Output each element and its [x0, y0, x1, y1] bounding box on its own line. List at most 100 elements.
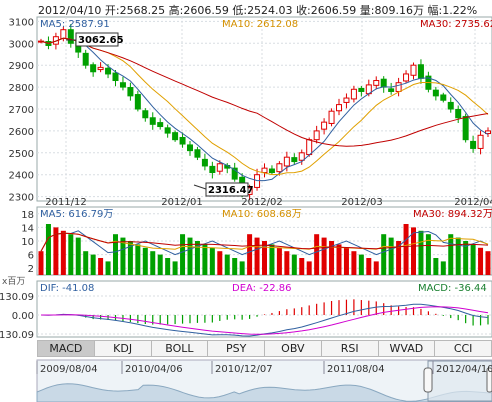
navigator-date: 2012/04/10: [436, 364, 492, 375]
tab-boll[interactable]: BOLL: [151, 340, 209, 357]
volume-bar: [232, 258, 238, 275]
price-y-tick: 3100: [9, 17, 34, 28]
close-label: 收:: [296, 4, 311, 17]
candle: [455, 108, 462, 119]
price-ma5: MA5: 2587.91: [40, 19, 110, 30]
volume-bar: [425, 234, 431, 275]
candle: [462, 115, 469, 141]
candle: [194, 149, 201, 158]
macd-y-tick: -130.09: [0, 330, 34, 341]
candle: [276, 163, 283, 173]
volume-bar: [90, 254, 96, 275]
macd-panel-frame: [36, 280, 492, 338]
navigator-date: 2011/08/04: [327, 364, 385, 375]
volume-bar: [299, 258, 305, 275]
volume-bar: [127, 241, 133, 275]
candle: [306, 139, 313, 156]
price-y-tick: 2300: [9, 193, 34, 204]
price-ma30: MA30: 2735.62: [420, 19, 492, 30]
candle: [179, 136, 186, 145]
tab-macd[interactable]: MACD: [37, 340, 95, 357]
volume-ma30: MA30: 894.32万: [413, 209, 492, 220]
volume-ma5-line: [40, 230, 489, 256]
candle: [283, 156, 290, 167]
candles: [38, 24, 491, 201]
open-label: 开:: [104, 4, 120, 17]
volume-bar: [433, 258, 439, 275]
volume-bar: [150, 251, 156, 275]
candle: [67, 29, 74, 44]
navigator-right-handle[interactable]: [486, 367, 492, 393]
volume-ma30-line: [40, 232, 489, 252]
candle: [447, 101, 454, 110]
volume-bars: [38, 224, 491, 275]
candle: [187, 144, 193, 152]
candle: [395, 82, 402, 92]
candle: [440, 94, 447, 101]
volume-bar: [388, 237, 394, 275]
amplitude-label: 幅:: [427, 4, 443, 17]
navigator-left-handle[interactable]: [423, 367, 433, 393]
tab-cci[interactable]: CCI: [435, 340, 492, 357]
volume-bar: [262, 241, 267, 275]
macd-lines: [40, 303, 489, 337]
price-y-tick: 2900: [9, 61, 34, 72]
volume-bar: [336, 244, 342, 275]
volume-bar: [75, 237, 81, 275]
price-y-tick: 2400: [9, 171, 34, 182]
candle: [127, 87, 134, 97]
candle: [231, 167, 238, 180]
navigator-dates: 2009/08/04 2010/04/06 2010/12/07 2011/08/04…: [36, 361, 492, 375]
ma5-line: [40, 37, 489, 182]
quote-header: 2012/04/10 开:2568.25 高:2606.59 低:2524.03…: [38, 2, 477, 18]
dea-line: [41, 306, 489, 335]
volume-bar: [142, 247, 148, 275]
volume-bar: [291, 254, 297, 275]
volume-y-tick: 2: [28, 264, 34, 275]
volume-y-tick: 10: [21, 237, 34, 248]
tab-obv[interactable]: OBV: [265, 340, 322, 357]
volume-bar: [105, 261, 111, 275]
tab-kdj[interactable]: KDJ: [94, 340, 152, 357]
volume-bar: [83, 251, 89, 275]
price-x-axis: 2011/12 2012/01 2012/02 2012/03 2012/04: [45, 197, 492, 208]
candle: [477, 134, 484, 149]
volume-bar: [455, 237, 461, 275]
volume-bar: [470, 244, 476, 275]
price-x-tick: 2012/02: [241, 197, 283, 208]
volume-bar: [485, 251, 491, 275]
high-label: 高:: [168, 4, 184, 17]
tab-psy[interactable]: PSY: [208, 340, 265, 357]
ma30-line: [40, 37, 489, 147]
quote-date: 2012/04/10: [38, 4, 102, 17]
volume-bar: [217, 251, 223, 275]
tab-rsi[interactable]: RSI: [321, 340, 379, 357]
tab-wvad[interactable]: WVAD: [378, 340, 436, 357]
candle: [149, 117, 156, 125]
candle: [105, 67, 112, 75]
navigator-window[interactable]: [427, 360, 492, 402]
candle: [134, 94, 141, 110]
macd-y-tick: 0.00: [12, 311, 34, 322]
candle: [201, 158, 208, 167]
candle: [358, 87, 365, 92]
macd-dea: DEA: -22.86: [232, 283, 291, 294]
volume-bar: [306, 261, 312, 275]
navigator-area: [36, 383, 492, 402]
candle: [261, 167, 268, 174]
candle: [403, 73, 410, 82]
volume-bar: [329, 241, 335, 275]
macd-y-tick: 130.09: [0, 292, 34, 303]
candle: [172, 132, 179, 141]
open-value: 2568.25: [119, 4, 166, 17]
price-x-tick: 2012/04: [454, 197, 492, 208]
low-annotation-box: [205, 182, 249, 197]
volume-bar: [157, 254, 163, 275]
candle: [112, 72, 119, 82]
candle: [142, 110, 149, 119]
candle: [60, 29, 67, 39]
candle: [373, 80, 380, 86]
price-y-tick: 3000: [9, 39, 34, 50]
candle: [321, 121, 328, 130]
